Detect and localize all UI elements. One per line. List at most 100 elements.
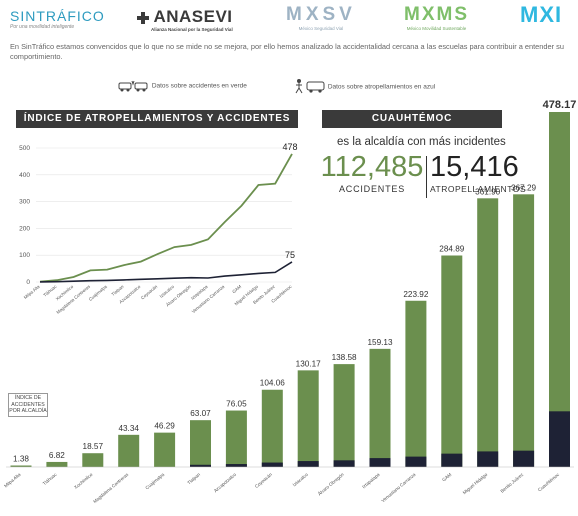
bar-category-label: Coyoacán — [254, 472, 273, 489]
sintrafico-logo-tag: Por una movilidad inteligente — [10, 24, 75, 30]
accidents-kpi-value: 112,485 — [320, 151, 424, 183]
bar-value-label: 284.89 — [439, 244, 464, 253]
bar-value-label: 104.06 — [260, 379, 285, 388]
bar-category-label: Cuauhtémoc — [537, 471, 561, 492]
bar-value-label: 43.34 — [118, 424, 139, 433]
line-ytick-label: 100 — [19, 252, 30, 259]
mxsv-logo-name: MXSV — [286, 4, 356, 25]
bar-value-label: 478.17 — [543, 99, 577, 111]
legend-green-label: Datos sobre accidentes en verde — [151, 82, 247, 90]
accidents-bar — [333, 364, 355, 467]
accidents-bar — [154, 432, 176, 467]
runovers-line — [39, 261, 293, 283]
bar-category-label: Benito Juárez — [500, 471, 525, 493]
intro-text: En SinTráfico estamos convencidos que lo… — [10, 42, 564, 61]
bar-category-label: GAM — [441, 472, 452, 483]
line-chart-title: ÍNDICE DE ATROPELLAMIENTOS Y ACCIDENTES — [16, 110, 298, 128]
runovers-bar — [513, 450, 535, 467]
bar-category-label: Tláhuac — [42, 471, 58, 486]
bar-value-label: 18.57 — [83, 442, 104, 451]
line-ytick-label: 500 — [19, 145, 30, 152]
runovers-bar — [549, 411, 570, 467]
highlight-title: CUAUHTÉMOC — [322, 110, 502, 128]
bar-note: ÍNDICE DE ACCIDENTES POR ALCALDÍA — [8, 393, 48, 417]
runovers-bar — [405, 456, 427, 467]
bar-category-label: Magdalena Contreras — [92, 471, 130, 504]
runovers-bar — [477, 451, 499, 467]
accidents-bar — [118, 434, 140, 467]
highlight-subtitle: es la alcaldía con más incidentes — [337, 136, 506, 148]
accidents-bar — [261, 389, 283, 467]
accidents-bar — [405, 300, 427, 467]
bar-value-label: 223.92 — [403, 290, 428, 299]
kpi-divider — [426, 156, 427, 198]
anasevi-logo-name: ANASEVI — [153, 7, 233, 26]
sintrafico-logo-name: SINTRÁFICO — [10, 8, 105, 24]
accidents-bar — [369, 348, 391, 467]
logo-strip: SINTRÁFICO Por una movilidad inteligente… — [0, 0, 578, 40]
accidents-bar — [10, 465, 32, 467]
accidents-kpi-label: ACCIDENTES — [338, 184, 405, 194]
pedestrian-car-icon — [294, 78, 326, 96]
bar-category-label: Tlalpan — [186, 472, 201, 486]
bar-value-label: 1.38 — [13, 455, 29, 464]
mxsv-logo: MXSV México Seguridad Vial — [286, 4, 356, 31]
runovers-bar — [333, 460, 355, 467]
sintrafico-logo: SINTRÁFICO Por una movilidad inteligente — [10, 8, 105, 30]
bar-category-label: Cuajimalpa — [144, 472, 165, 491]
bar-value-label: 76.05 — [226, 400, 247, 409]
mxms-logo-name: MXMS — [404, 4, 469, 25]
runovers-bar — [261, 462, 283, 467]
accidents-bar — [441, 255, 463, 467]
bar-category-label: Azcapotzalco — [213, 472, 237, 494]
runovers-end-label: 75 — [285, 250, 295, 260]
mxsv-logo-tag: México Seguridad Vial — [298, 26, 344, 31]
mxms-logo-tag: México Movilidad Sustentable — [406, 26, 467, 31]
accidents-line — [39, 153, 293, 283]
bar-value-label: 138.58 — [332, 353, 357, 362]
runovers-bar — [297, 461, 319, 467]
bar-category-label: Iztacalco — [292, 472, 309, 488]
runovers-bar — [225, 464, 247, 467]
accidents-end-label: 478 — [282, 142, 297, 152]
accidents-bar — [513, 194, 535, 467]
car-crash-icon — [118, 78, 150, 94]
accidents-bar — [190, 420, 211, 467]
bar-value-label: 130.17 — [296, 359, 321, 368]
bar-category-label: Álvaro Obregón — [316, 471, 345, 497]
legend-blue-label: Datos sobre atropellamientos en azul — [327, 83, 436, 91]
runovers-kpi-value: 15,416 — [430, 151, 519, 183]
bar-category-label: Iztapalapa — [361, 472, 381, 490]
accidents-bar — [477, 198, 499, 468]
accidents-kpi: 112,485 ACCIDENTES — [320, 150, 424, 194]
accidents-bar — [82, 453, 104, 467]
bar-value-label: 6.82 — [49, 451, 65, 460]
anasevi-logo-tag: Alianza Nacional por la Seguridad Vial — [151, 27, 233, 32]
runovers-kpi: 15,416 ATROPELLAMIENTOS — [430, 150, 530, 194]
bar-value-label: 46.29 — [154, 422, 175, 431]
line-ytick-label: 0 — [26, 279, 30, 286]
line-ytick-label: 200 — [19, 225, 30, 232]
bar-chart: 1.38 Milpa Alta 6.82 Tláhuac 18.57 Xochimilco… — [3, 99, 577, 504]
accidents-bar — [549, 112, 570, 467]
line-ytick-label: 300 — [19, 199, 30, 206]
bar-category-label: Miguel Hidalgo — [462, 472, 489, 496]
runovers-kpi-label: ATROPELLAMIENTOS — [430, 184, 527, 194]
accidents-bar — [225, 410, 247, 467]
mxms-logo: MXMS México Movilidad Sustentable — [404, 4, 469, 31]
line-ytick-label: 400 — [19, 172, 30, 179]
runovers-bar — [369, 458, 391, 467]
anasevi-logo: ANASEVI Alianza Nacional por la Segurida… — [137, 7, 233, 32]
runovers-bar — [441, 453, 463, 467]
accidents-bar — [46, 461, 68, 467]
legend-green: Datos sobre accidentes en verde — [118, 78, 247, 94]
bar-value-label: 63.07 — [190, 409, 211, 418]
mxi-logo: MXI — [520, 2, 563, 27]
legend-blue: Datos sobre atropellamientos en azul — [294, 78, 435, 96]
runovers-bar — [190, 464, 211, 467]
line-xtick-label: GAM — [231, 284, 242, 294]
bar-value-label: 159.13 — [367, 338, 392, 347]
bar-value-label: 361.90 — [475, 187, 500, 196]
bar-category-label: Venustiano Carranza — [380, 472, 416, 504]
